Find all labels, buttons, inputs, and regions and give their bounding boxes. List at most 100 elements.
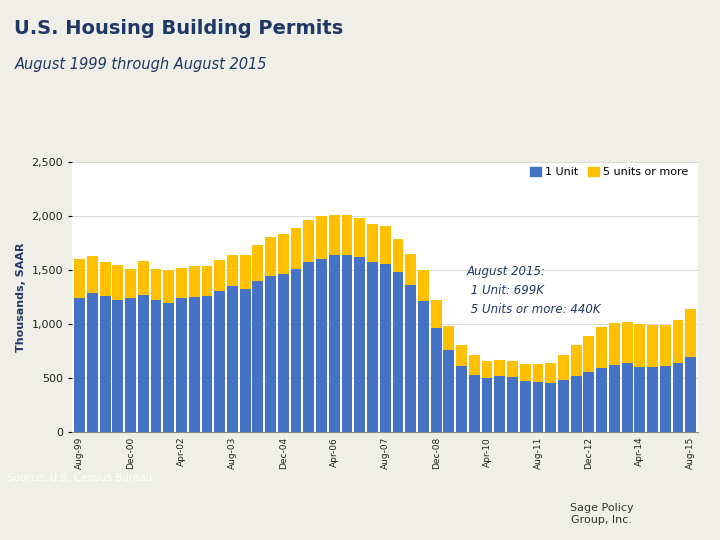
Bar (660, 366, 671, 432)
Bar (291, 228, 302, 269)
Bar (163, 303, 174, 432)
Bar (303, 220, 314, 262)
Bar (99, 262, 110, 296)
Bar (685, 356, 696, 432)
Bar (545, 383, 556, 432)
Bar (672, 320, 683, 363)
Bar (176, 268, 187, 298)
Bar (456, 345, 467, 366)
Bar (329, 255, 340, 432)
Bar (74, 298, 85, 432)
Bar (215, 291, 225, 432)
Bar (367, 262, 378, 432)
Bar (379, 226, 391, 264)
Bar (609, 323, 620, 365)
Bar (444, 326, 454, 350)
Bar (507, 361, 518, 377)
Bar (405, 254, 416, 285)
Bar (672, 363, 683, 432)
Bar (660, 325, 671, 366)
Bar (125, 269, 136, 298)
Bar (303, 262, 314, 432)
Bar (278, 234, 289, 274)
Bar (227, 286, 238, 432)
Bar (112, 265, 123, 300)
Bar (379, 264, 391, 432)
Bar (634, 324, 645, 367)
Legend: 1 Unit, 5 units or more: 1 Unit, 5 units or more (526, 162, 693, 181)
Bar (202, 266, 212, 296)
Bar (583, 336, 594, 372)
Bar (240, 289, 251, 432)
Bar (520, 381, 531, 432)
Bar (150, 269, 161, 300)
Bar (482, 378, 492, 432)
Bar (189, 266, 199, 297)
Text: Sage Policy
Group, Inc.: Sage Policy Group, Inc. (570, 503, 634, 525)
Bar (444, 350, 454, 432)
Bar (138, 261, 149, 295)
Bar (367, 224, 378, 262)
Bar (418, 270, 429, 301)
Bar (558, 355, 569, 380)
Bar (431, 328, 441, 432)
Bar (621, 322, 632, 363)
Bar (354, 257, 365, 432)
Bar (469, 355, 480, 375)
Bar (533, 364, 544, 382)
Bar (189, 297, 199, 432)
Bar (405, 285, 416, 432)
Bar (125, 298, 136, 432)
Bar (341, 255, 352, 432)
Bar (316, 259, 327, 432)
Bar (176, 298, 187, 432)
Text: U.S. Housing Building Permits: U.S. Housing Building Permits (14, 19, 343, 38)
Bar (392, 272, 403, 432)
Bar (418, 301, 429, 432)
Text: Source: U.S. Census Bureau: Source: U.S. Census Bureau (7, 473, 153, 483)
Bar (431, 300, 441, 328)
Bar (469, 375, 480, 432)
Bar (278, 274, 289, 432)
Bar (87, 293, 98, 432)
Bar (634, 367, 645, 432)
Bar (112, 300, 123, 432)
Bar (253, 281, 264, 432)
Bar (571, 376, 582, 432)
Bar (138, 295, 149, 432)
Bar (495, 376, 505, 432)
Y-axis label: Thousands, SAAR: Thousands, SAAR (16, 242, 26, 352)
Bar (265, 237, 276, 276)
Bar (596, 327, 607, 368)
Bar (495, 360, 505, 376)
Bar (354, 218, 365, 257)
Bar (647, 367, 658, 432)
Bar (685, 309, 696, 356)
Bar (265, 276, 276, 432)
Bar (150, 300, 161, 432)
Bar (227, 255, 238, 286)
Bar (621, 363, 632, 432)
Bar (316, 216, 327, 259)
Bar (583, 372, 594, 432)
Bar (507, 377, 518, 432)
Bar (558, 380, 569, 432)
Bar (74, 259, 85, 298)
Bar (341, 215, 352, 255)
Bar (596, 368, 607, 432)
Bar (253, 245, 264, 281)
Bar (240, 255, 251, 289)
Bar (571, 345, 582, 376)
Text: August 1999 through August 2015: August 1999 through August 2015 (14, 57, 267, 72)
Bar (482, 361, 492, 378)
Bar (99, 296, 110, 432)
Text: August 2015:
 1 Unit: 699K
 5 Units or more: 440K: August 2015: 1 Unit: 699K 5 Units or mor… (467, 265, 600, 315)
Bar (291, 269, 302, 432)
Bar (202, 296, 212, 432)
Bar (163, 270, 174, 303)
Bar (329, 215, 340, 255)
Bar (647, 325, 658, 367)
Bar (392, 239, 403, 272)
Bar (533, 382, 544, 432)
Bar (215, 260, 225, 291)
